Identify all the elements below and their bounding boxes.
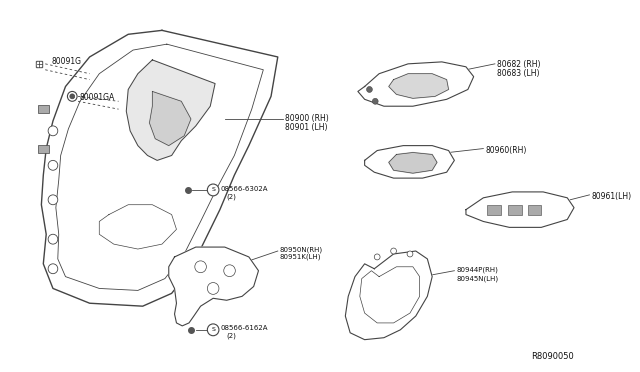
Bar [38, 105, 49, 113]
Polygon shape [126, 60, 215, 160]
Text: 80945N(LH): 80945N(LH) [456, 276, 499, 282]
Polygon shape [466, 192, 574, 227]
Text: 80900 (RH): 80900 (RH) [285, 114, 328, 123]
Text: 80951K(LH): 80951K(LH) [280, 254, 321, 260]
Text: S: S [211, 327, 215, 332]
Circle shape [70, 94, 75, 99]
Bar [487, 205, 500, 215]
Circle shape [374, 254, 380, 260]
Polygon shape [358, 62, 474, 106]
Text: 80961(LH): 80961(LH) [591, 192, 632, 201]
Text: (2): (2) [227, 194, 237, 201]
Text: S: S [211, 187, 215, 192]
Circle shape [195, 261, 206, 273]
Circle shape [48, 264, 58, 274]
Circle shape [48, 195, 58, 205]
Text: 08566-6162A: 08566-6162A [221, 325, 268, 331]
Polygon shape [42, 31, 278, 306]
Polygon shape [388, 74, 449, 98]
Text: 80950N(RH): 80950N(RH) [280, 246, 323, 253]
Circle shape [367, 87, 372, 92]
Polygon shape [388, 153, 437, 173]
Circle shape [372, 98, 378, 104]
Circle shape [207, 283, 219, 294]
Text: 80091GA: 80091GA [80, 93, 115, 102]
Text: 80944P(RH): 80944P(RH) [456, 267, 498, 273]
Circle shape [207, 184, 219, 196]
Text: 80683 (LH): 80683 (LH) [497, 69, 540, 78]
Text: 80091G: 80091G [51, 57, 81, 66]
Circle shape [48, 126, 58, 136]
Text: 80682 (RH): 80682 (RH) [497, 60, 540, 69]
Text: 08566-6302A: 08566-6302A [221, 186, 268, 192]
Circle shape [48, 234, 58, 244]
Circle shape [48, 160, 58, 170]
Polygon shape [169, 247, 259, 326]
Circle shape [67, 92, 77, 101]
Text: (2): (2) [227, 333, 237, 339]
Polygon shape [365, 145, 454, 178]
Bar [508, 205, 522, 215]
Circle shape [407, 251, 413, 257]
Circle shape [207, 324, 219, 336]
Text: R8090050: R8090050 [532, 353, 574, 362]
Polygon shape [150, 92, 191, 145]
Bar [528, 205, 541, 215]
Bar [38, 145, 49, 153]
Text: 80960(RH): 80960(RH) [485, 145, 527, 155]
Polygon shape [346, 251, 432, 340]
Circle shape [224, 265, 236, 277]
Text: 80901 (LH): 80901 (LH) [285, 123, 327, 132]
Circle shape [390, 248, 396, 254]
